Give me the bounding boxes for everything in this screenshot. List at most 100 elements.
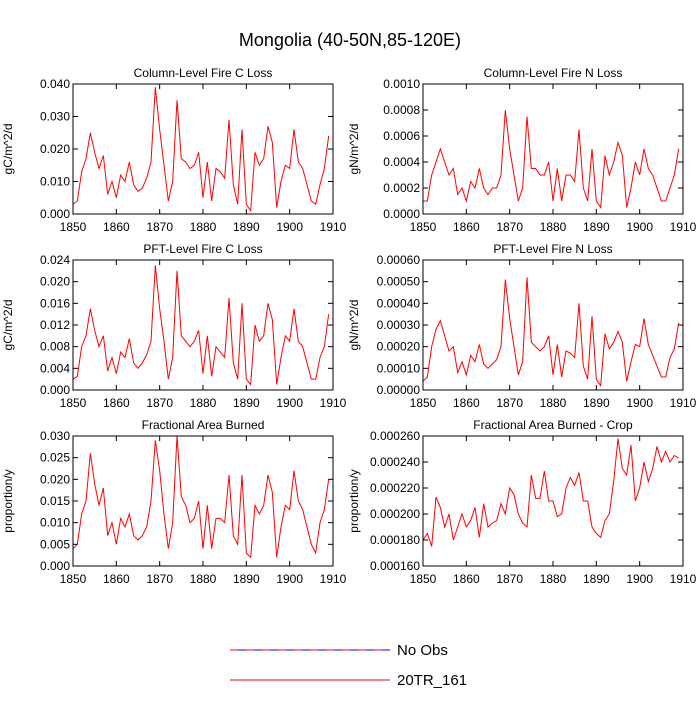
x-tick-label: 1890 [583, 220, 610, 234]
x-tick-label: 1900 [626, 572, 653, 586]
data-line [423, 109, 680, 209]
y-tick-label: 0.000220 [370, 481, 420, 495]
panel: PFT-Level Fire C Loss gC/m^2/d 1850 1860 187… [1, 242, 347, 410]
x-tick-label: 1900 [626, 220, 653, 234]
y-tick-label: 0.015 [40, 494, 70, 508]
x-tick-label: 1850 [410, 572, 437, 586]
x-tick-label: 1870 [146, 220, 173, 234]
y-tick-label: 0.000180 [370, 533, 420, 547]
y-tick-label: 0.00030 [377, 318, 421, 332]
y-tick-label: 0.012 [40, 318, 70, 332]
x-tick-label: 1890 [583, 572, 610, 586]
y-tick-label: 0.000 [40, 559, 70, 573]
x-tick-label: 1900 [626, 396, 653, 410]
y-tick-label: 0.00040 [377, 296, 421, 310]
x-tick-label: 1860 [103, 572, 130, 586]
y-tick-label: 0.00010 [377, 361, 421, 375]
y-tick-label: 0.008 [40, 340, 70, 354]
panel-title: Fractional Area Burned [142, 418, 265, 432]
plot-frame [72, 259, 334, 391]
y-tick-label: 0.00000 [377, 383, 421, 397]
x-tick-label: 1910 [670, 220, 697, 234]
x-tick-label: 1850 [60, 396, 87, 410]
panel-title: PFT-Level Fire C Loss [143, 242, 262, 256]
y-tick-label: 0.010 [40, 175, 70, 189]
y-tick-label: 0.0010 [383, 77, 420, 91]
x-tick-label: 1870 [146, 396, 173, 410]
y-axis-label: gN/m^2/d [347, 124, 361, 175]
panel-title: PFT-Level Fire N Loss [493, 242, 612, 256]
x-tick-label: 1850 [60, 572, 87, 586]
x-tick-label: 1890 [233, 220, 260, 234]
x-tick-label: 1880 [190, 220, 217, 234]
y-tick-label: 0.0002 [383, 181, 420, 195]
x-tick-label: 1900 [276, 396, 303, 410]
x-tick-label: 1860 [453, 572, 480, 586]
x-tick-label: 1910 [320, 220, 347, 234]
data-line [72, 87, 330, 213]
y-tick-label: 0.00020 [377, 340, 421, 354]
x-tick-label: 1850 [60, 220, 87, 234]
x-tick-label: 1880 [540, 220, 567, 234]
y-tick-label: 0.025 [40, 451, 70, 465]
x-tick-label: 1870 [496, 396, 523, 410]
y-tick-label: 0.00060 [377, 253, 421, 267]
y-tick-label: 0.010 [40, 516, 70, 530]
y-tick-label: 0.030 [40, 110, 70, 124]
y-tick-label: 0.000 [40, 207, 70, 221]
y-axis-label: proportion/y [347, 469, 361, 532]
x-tick-label: 1870 [496, 572, 523, 586]
panel: PFT-Level Fire N Loss gN/m^2/d 1850 1860 187… [347, 242, 697, 410]
x-tick-label: 1860 [453, 396, 480, 410]
y-axis-label: proportion/y [1, 469, 15, 532]
x-tick-label: 1850 [410, 396, 437, 410]
y-axis-label: gC/m^2/d [1, 300, 15, 351]
x-tick-label: 1900 [276, 220, 303, 234]
legend-label: 20TR_161 [397, 672, 467, 689]
panel: Fractional Area Burned proportion/y 1850 18… [1, 418, 347, 586]
data-line [422, 438, 679, 547]
y-tick-label: 0.0004 [383, 155, 420, 169]
plot-frame [422, 259, 684, 391]
x-tick-label: 1910 [320, 396, 347, 410]
y-tick-label: 0.00050 [377, 275, 421, 289]
data-line [422, 277, 680, 388]
y-tick-label: 0.020 [40, 142, 70, 156]
y-axis-label: gN/m^2/d [347, 300, 361, 351]
x-tick-label: 1890 [233, 396, 260, 410]
x-tick-label: 1880 [190, 572, 217, 586]
x-tick-label: 1880 [540, 396, 567, 410]
data-line [72, 435, 330, 559]
y-tick-label: 0.020 [40, 472, 70, 486]
panel: Column-Level Fire C Loss gC/m^2/d 1850 1860… [1, 66, 347, 234]
y-tick-label: 0.016 [40, 296, 70, 310]
y-tick-label: 0.030 [40, 429, 70, 443]
panel: Column-Level Fire N Loss gN/m^2/d 1850 1860… [347, 66, 697, 234]
x-tick-label: 1860 [103, 220, 130, 234]
y-tick-label: 0.004 [40, 361, 70, 375]
x-tick-label: 1890 [233, 572, 260, 586]
y-tick-label: 0.000200 [370, 507, 420, 521]
panel-title: Fractional Area Burned - Crop [473, 418, 633, 432]
y-tick-label: 0.0006 [383, 129, 420, 143]
x-tick-label: 1880 [190, 396, 217, 410]
x-tick-label: 1870 [496, 220, 523, 234]
x-tick-label: 1880 [540, 572, 567, 586]
y-tick-label: 0.005 [40, 537, 70, 551]
y-tick-label: 0.000260 [370, 429, 420, 443]
x-tick-label: 1910 [320, 572, 347, 586]
panel: Fractional Area Burned - Crop proportion/… [347, 418, 697, 586]
data-line [72, 265, 330, 386]
plot-frame [422, 83, 684, 215]
y-axis-label: gC/m^2/d [1, 124, 15, 175]
x-tick-label: 1910 [670, 396, 697, 410]
y-tick-label: 0.0000 [383, 207, 420, 221]
x-tick-label: 1850 [410, 220, 437, 234]
x-tick-label: 1860 [103, 396, 130, 410]
y-tick-label: 0.000240 [370, 455, 420, 469]
y-tick-label: 0.020 [40, 275, 70, 289]
plot-frame [422, 435, 684, 567]
legend-label: No Obs [397, 642, 448, 659]
